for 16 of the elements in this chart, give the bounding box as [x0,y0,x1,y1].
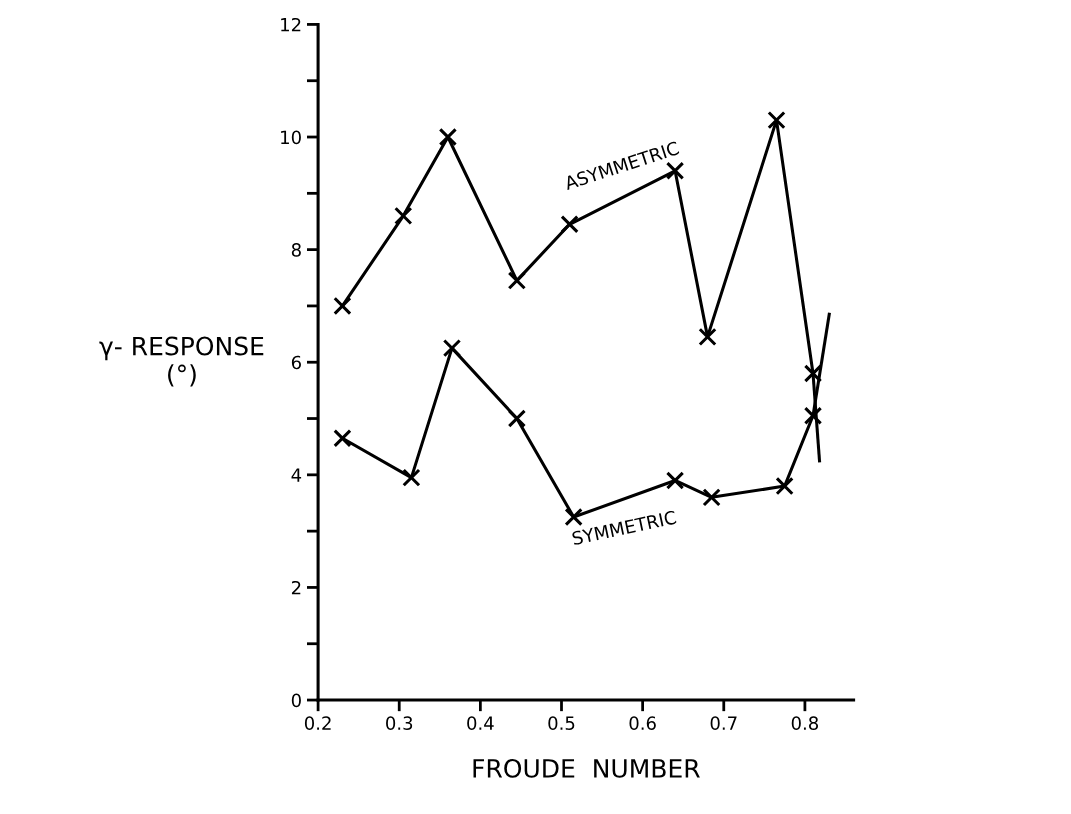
x-tick-label: 0.6 [629,716,656,730]
x-tick-label: 0.5 [548,716,575,730]
y-tick-label: 8 [291,243,301,257]
x-tick-label: 0.7 [710,716,737,730]
y-tick-label: 12 [281,17,301,32]
y-tick-label: 6 [291,355,301,370]
x-tick-label: 0.4 [467,716,494,730]
y-tick-label: 0 [291,693,301,708]
x-tick-label: 0.2 [304,716,331,730]
y-tick-label: 2 [291,580,301,595]
y-tick-label: 4 [291,468,302,482]
x-tick-label: 0.8 [791,716,819,730]
y-axis-title: γ- RESPONSE (°) [99,336,264,387]
x-axis-title: FROUDE NUMBER [473,758,700,778]
x-tick-label: 0.3 [386,716,413,730]
y-tick-label: 10 [281,130,301,145]
